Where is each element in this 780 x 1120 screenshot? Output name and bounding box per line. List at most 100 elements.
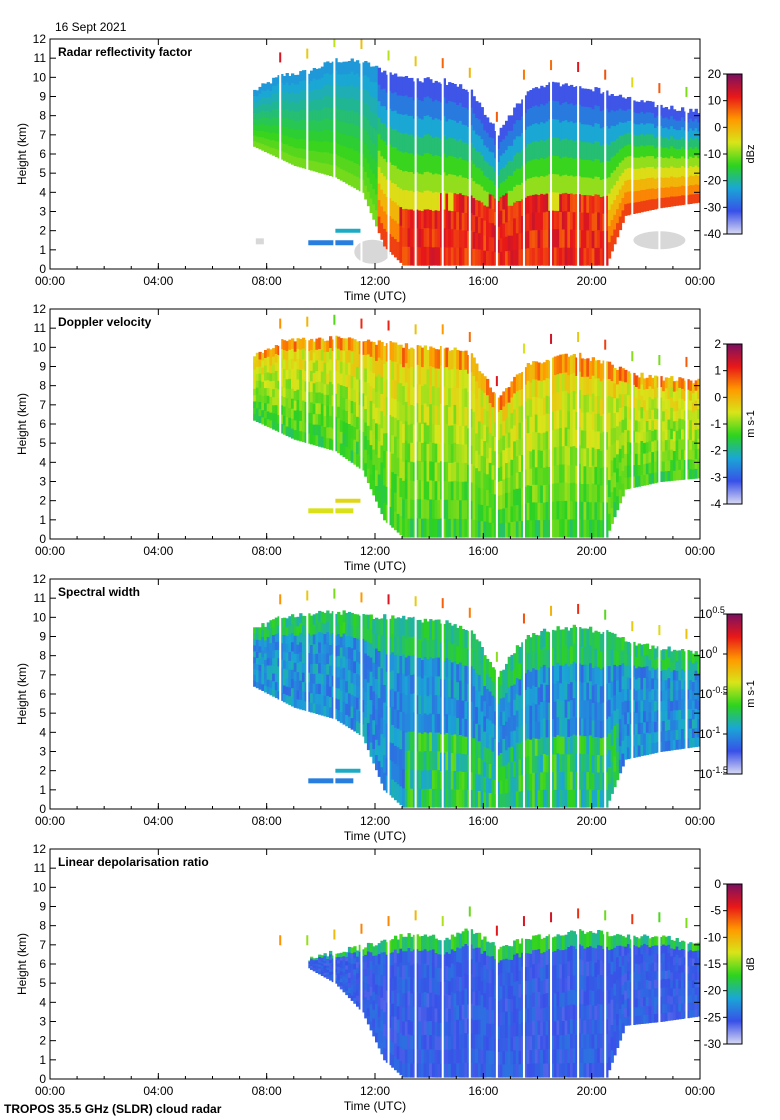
cloud-cell xyxy=(472,163,476,182)
cloud-cell xyxy=(331,383,335,396)
cloud-cell xyxy=(502,738,506,753)
cloud-cell xyxy=(635,745,639,758)
cloud-cell xyxy=(570,446,574,465)
cloud-cell xyxy=(483,440,487,458)
cloud-cell xyxy=(426,114,430,135)
cloud-cell xyxy=(532,650,536,669)
cloud-cell xyxy=(486,250,490,266)
cloud-cell xyxy=(353,707,357,720)
cloud-cell xyxy=(320,360,325,372)
cloud-cell xyxy=(672,138,677,149)
cloud-cell xyxy=(442,752,446,771)
cloud-cell xyxy=(469,230,474,249)
cloud-cell xyxy=(315,392,319,404)
cloud-cell xyxy=(624,203,628,216)
cloud-cell xyxy=(431,155,436,175)
cloud-cell xyxy=(380,651,384,669)
cloud-cell xyxy=(255,414,260,422)
cloud-cell xyxy=(269,657,273,666)
cloud-cell xyxy=(553,446,558,466)
cloud-cell xyxy=(312,98,316,110)
cloud-cell xyxy=(475,183,479,201)
cloud-cell xyxy=(345,658,349,670)
cloud-cell xyxy=(350,96,354,111)
cloud-cell xyxy=(337,85,341,98)
cloud-cell xyxy=(599,755,604,773)
cloud-cell xyxy=(556,716,560,736)
cloud-cell xyxy=(261,381,265,389)
cloud-cell xyxy=(307,121,311,132)
cloud-cell xyxy=(532,667,536,686)
cloud-cell xyxy=(345,398,349,411)
cloud-cell xyxy=(450,716,455,735)
cloud-cell xyxy=(461,141,465,160)
cloud-cell xyxy=(599,467,604,486)
cloud-cell xyxy=(616,166,620,181)
cloud-cell xyxy=(445,366,449,386)
cloud-cell xyxy=(645,452,650,464)
cloud-cell xyxy=(624,700,628,713)
cloud-cell xyxy=(350,84,354,98)
cloud-cell xyxy=(345,714,349,727)
cloud-cell xyxy=(637,399,641,411)
cloud-cell xyxy=(342,621,346,634)
cloud-cell xyxy=(442,660,446,680)
cloud-cell xyxy=(448,499,452,519)
cloud-cell xyxy=(545,175,549,194)
cloud-cell xyxy=(515,742,520,759)
cloud-cell xyxy=(491,194,495,210)
cloud-cell xyxy=(385,432,390,452)
cloud-cell xyxy=(553,228,558,248)
cloud-cell xyxy=(572,247,576,266)
cloud-cell xyxy=(570,175,574,194)
cloud-cell xyxy=(377,67,381,85)
cloud-cell xyxy=(486,489,490,506)
cloud-cell xyxy=(358,101,362,115)
cloud-cell xyxy=(315,120,319,132)
cloud-cell xyxy=(502,765,506,781)
cloud-cell xyxy=(450,101,455,120)
cloud-cell xyxy=(561,665,566,684)
cloud-cell xyxy=(356,614,360,627)
cloud-cell xyxy=(556,192,560,211)
cloud-cell xyxy=(358,710,362,724)
cloud-cell xyxy=(488,179,492,195)
cloud-cell xyxy=(404,750,409,771)
cloud-cell xyxy=(269,372,273,382)
cloud-cell xyxy=(391,146,395,165)
cloud-cell xyxy=(412,499,417,519)
cloud-cell xyxy=(255,407,260,416)
cloud-cell xyxy=(683,439,688,451)
cloud-cell xyxy=(380,205,384,224)
cloud-cell xyxy=(334,58,338,71)
cloud-cell xyxy=(659,407,663,419)
cloud-cell xyxy=(407,190,411,210)
cloud-cell xyxy=(499,409,503,425)
cloud-cell xyxy=(624,369,628,383)
cloud-cell xyxy=(667,460,671,471)
cloud-cell xyxy=(318,89,322,100)
cloud-cell xyxy=(602,754,606,773)
cloud-cell xyxy=(505,507,509,523)
cloud-cell xyxy=(445,157,449,176)
cloud-cell xyxy=(280,395,284,406)
cloud-cell xyxy=(391,490,395,510)
cloud-cell xyxy=(548,192,552,211)
cloud-cell xyxy=(537,669,541,688)
cloud-cell xyxy=(526,502,530,521)
cloud-cell xyxy=(459,174,463,194)
cloud-cell xyxy=(496,213,501,227)
cloud-cell xyxy=(605,736,609,755)
cloud-cell xyxy=(613,427,617,443)
cloud-cell xyxy=(269,404,273,413)
cloud-cell xyxy=(621,197,625,211)
cloud-cell xyxy=(312,78,316,89)
cloud-cell xyxy=(320,642,325,654)
cloud-cell xyxy=(670,459,674,471)
cloud-cell xyxy=(459,662,463,681)
cloud-cell xyxy=(477,707,482,725)
cloud-cell xyxy=(570,139,574,158)
cloud-cell xyxy=(277,624,281,634)
cloud-cell xyxy=(331,372,335,385)
cloud-cell xyxy=(626,711,631,725)
